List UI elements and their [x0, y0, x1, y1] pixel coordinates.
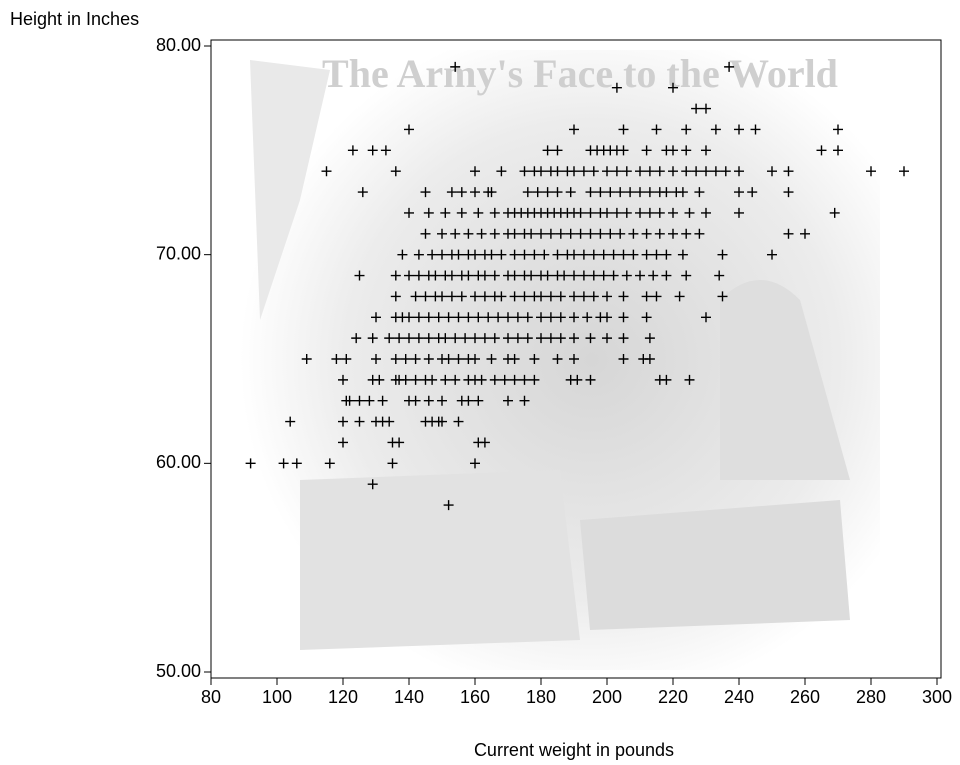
point [899, 166, 909, 176]
x-tick-label: 240 [724, 687, 754, 707]
x-axis-title: Current weight in pounds [474, 740, 674, 760]
y-tick-label: 70.00 [156, 243, 201, 263]
x-tick-label: 260 [790, 687, 820, 707]
background-text: The Army's Face to the World [322, 51, 838, 96]
image-tank [580, 500, 850, 630]
x-tick-label: 80 [201, 687, 221, 707]
chart: The Army's Face to the World Height in I… [0, 0, 960, 765]
y-tick-label: 50.00 [156, 661, 201, 681]
image-vehicle [300, 470, 580, 650]
x-tick-label: 280 [856, 687, 886, 707]
x-tick-label: 120 [328, 687, 358, 707]
page: The Army's Face to the World Height in I… [0, 0, 960, 765]
y-tick-label: 60.00 [156, 452, 201, 472]
x-tick-label: 300 [922, 687, 952, 707]
x-tick-label: 180 [526, 687, 556, 707]
y-tick-label: 80.00 [156, 35, 201, 55]
y-axis-title: Height in Inches [10, 9, 139, 29]
x-tick-label: 140 [394, 687, 424, 707]
x-tick-label: 220 [658, 687, 688, 707]
x-tick-label: 100 [262, 687, 292, 707]
x-tick-label: 200 [592, 687, 622, 707]
x-tick-label: 160 [460, 687, 490, 707]
